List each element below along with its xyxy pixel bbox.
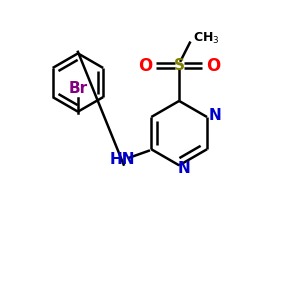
Text: CH$_3$: CH$_3$: [193, 31, 220, 46]
Text: Br: Br: [68, 81, 88, 96]
Text: HN: HN: [110, 152, 135, 167]
Text: S: S: [174, 58, 184, 73]
Text: N: N: [177, 161, 190, 176]
Text: N: N: [208, 108, 221, 123]
Text: O: O: [138, 57, 152, 75]
Text: O: O: [206, 57, 220, 75]
